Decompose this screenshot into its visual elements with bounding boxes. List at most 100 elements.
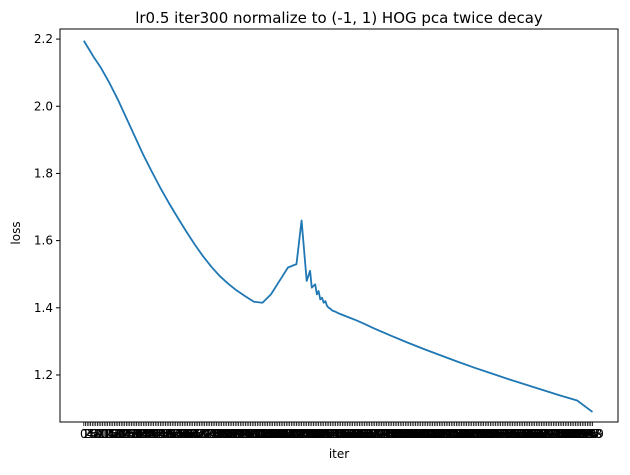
x-tick-label: 59 <box>177 427 192 441</box>
x-tick-label: 29 <box>126 427 141 441</box>
x-tick-label: 129 <box>292 427 315 441</box>
x-tick-label: 63 <box>183 427 198 441</box>
x-tick-label: 67 <box>190 427 205 441</box>
x-tick-label: 10 <box>93 427 108 441</box>
x-tick-label: 99 <box>245 427 260 441</box>
x-tick-label: 297 <box>578 427 601 441</box>
x-tick-label: 172 <box>365 427 388 441</box>
x-tick-label: 225 <box>455 427 478 441</box>
x-tick-label: 202 <box>416 427 439 441</box>
x-tick-label: 275 <box>540 427 563 441</box>
x-tick-label: 55 <box>170 427 185 441</box>
x-tick-label: 110 <box>259 427 282 441</box>
x-tick-label: 250 <box>498 427 521 441</box>
x-tick-label: 211 <box>431 427 454 441</box>
x-tick-label: 83 <box>217 427 232 441</box>
x-tick-label: 247 <box>493 427 516 441</box>
x-tick-label: 212 <box>433 427 456 441</box>
x-tick-label: 290 <box>566 427 589 441</box>
x-tick-label: 262 <box>518 427 541 441</box>
x-tick-label: 249 <box>496 427 519 441</box>
x-tick-label: 35 <box>136 427 151 441</box>
x-tick-label: 227 <box>459 427 482 441</box>
x-tick-label: 138 <box>307 427 330 441</box>
x-tick-label: 232 <box>467 427 490 441</box>
x-tick-label: 238 <box>477 427 500 441</box>
y-tick-label: 2.2 <box>34 32 53 46</box>
x-tick-label: 140 <box>311 427 334 441</box>
x-tick-label: 45 <box>153 427 168 441</box>
x-tick-label: 137 <box>305 427 328 441</box>
x-tick-label: 49 <box>160 427 175 441</box>
x-tick-label: 77 <box>207 427 222 441</box>
x-tick-label: 135 <box>302 427 325 441</box>
x-tick-label: 175 <box>370 427 393 441</box>
x-tick-label: 203 <box>418 427 441 441</box>
x-tick-label: 287 <box>561 427 584 441</box>
x-tick-label: 285 <box>557 427 580 441</box>
x-tick-label: 164 <box>351 427 374 441</box>
x-tick-label: 93 <box>234 427 249 441</box>
x-tick-label: 89 <box>228 427 243 441</box>
plot-area-frame <box>59 28 619 423</box>
x-tick-label: 259 <box>513 427 536 441</box>
x-tick-label: 270 <box>532 427 555 441</box>
x-tick-label: 223 <box>452 427 475 441</box>
x-tick-label: 128 <box>290 427 313 441</box>
x-tick-label: 194 <box>402 427 425 441</box>
x-tick-label: 116 <box>270 427 293 441</box>
x-tick-label: 81 <box>214 427 229 441</box>
x-tick-label: 19 <box>108 427 123 441</box>
x-tick-label: 91 <box>231 427 246 441</box>
x-tick-label: 224 <box>453 427 476 441</box>
x-tick-label: 191 <box>397 427 420 441</box>
x-tick-label: 38 <box>141 427 156 441</box>
x-tick-label: 230 <box>464 427 487 441</box>
x-tick-label: 13 <box>98 427 113 441</box>
x-tick-label: 236 <box>474 427 497 441</box>
x-tick-label: 239 <box>479 427 502 441</box>
x-tick-label: 115 <box>268 427 291 441</box>
x-tick-label: 121 <box>278 427 301 441</box>
x-tick-label: 24 <box>117 427 132 441</box>
x-tick-label: 34 <box>134 427 149 441</box>
x-tick-label: 90 <box>229 427 244 441</box>
x-tick-label: 258 <box>511 427 534 441</box>
x-tick-label: 106 <box>253 427 276 441</box>
x-tick-label: 289 <box>564 427 587 441</box>
series-layer <box>83 40 594 413</box>
x-tick-label: 241 <box>482 427 505 441</box>
x-tick-label: 148 <box>324 427 347 441</box>
y-axis-label: loss <box>9 221 23 244</box>
x-tick-label: 107 <box>254 427 277 441</box>
x-tick-label: 170 <box>362 427 385 441</box>
x-tick-label: 209 <box>428 427 451 441</box>
x-tick-label: 12 <box>97 427 112 441</box>
x-tick-label: 123 <box>282 427 305 441</box>
y-tick-label: 1.6 <box>34 234 53 248</box>
x-tick-label: 46 <box>154 427 169 441</box>
x-tick-label: 216 <box>440 427 463 441</box>
x-tick-label: 271 <box>533 427 556 441</box>
x-tick-label: 279 <box>547 427 570 441</box>
x-tick-label: 169 <box>360 427 383 441</box>
x-tick-label: 48 <box>158 427 173 441</box>
x-tick-label: 143 <box>316 427 339 441</box>
x-tick-label: 210 <box>430 427 453 441</box>
x-tick-label: 65 <box>187 427 202 441</box>
x-tick-label: 204 <box>419 427 442 441</box>
x-tick-label: 133 <box>299 427 322 441</box>
x-tick-label: 31 <box>129 427 144 441</box>
x-tick-label: 64 <box>185 427 200 441</box>
x-tick-label: 193 <box>401 427 424 441</box>
x-tick-label: 132 <box>297 427 320 441</box>
x-tick-label: 189 <box>394 427 417 441</box>
x-tick-label: 51 <box>163 427 178 441</box>
x-tick-label: 186 <box>389 427 412 441</box>
x-tick-label: 149 <box>326 427 349 441</box>
x-tick-label: 60 <box>178 427 193 441</box>
x-tick-label: 11 <box>95 427 110 441</box>
x-tick-label: 255 <box>506 427 529 441</box>
x-tick-label: 299 <box>581 427 604 441</box>
